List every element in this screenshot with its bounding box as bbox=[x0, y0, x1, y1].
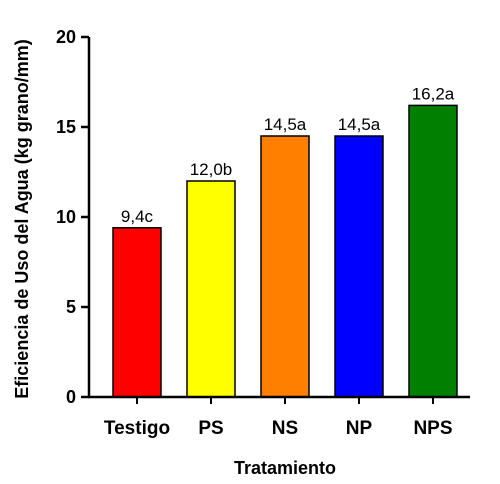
x-tick-label: NS bbox=[272, 418, 298, 439]
data-label: 16,2a bbox=[412, 84, 455, 103]
plot-area: 9,4c Testigo 12,0b PS 14,5a NS 14,5a NP 16,2a NPS… bbox=[56, 27, 470, 439]
data-label: 12,0b bbox=[190, 160, 233, 179]
data-label: 14,5a bbox=[338, 115, 381, 134]
x-tick-label: PS bbox=[198, 418, 223, 439]
y-tick-label: 0 bbox=[66, 387, 76, 407]
x-tick-label: NPS bbox=[413, 418, 452, 439]
y-tick-label: 5 bbox=[66, 297, 76, 317]
y-axis-title: Eficiencia de Uso del Agua (kg grano/mm) bbox=[12, 39, 32, 398]
data-label: 14,5a bbox=[264, 115, 307, 134]
y-tick-label: 10 bbox=[56, 207, 76, 227]
y-tick-label: 20 bbox=[56, 27, 76, 47]
x-tick-label: NP bbox=[346, 418, 373, 439]
y-tick-label: 15 bbox=[56, 117, 76, 137]
x-tick-label: Testigo bbox=[104, 418, 170, 439]
bar-testigo bbox=[112, 227, 162, 398]
bar-ns bbox=[260, 135, 310, 398]
bar-ps bbox=[186, 180, 236, 398]
x-axis-title: Tratamiento bbox=[234, 458, 336, 478]
data-label: 9,4c bbox=[121, 207, 154, 226]
bar-nps bbox=[408, 104, 458, 398]
bar-np bbox=[334, 135, 384, 398]
